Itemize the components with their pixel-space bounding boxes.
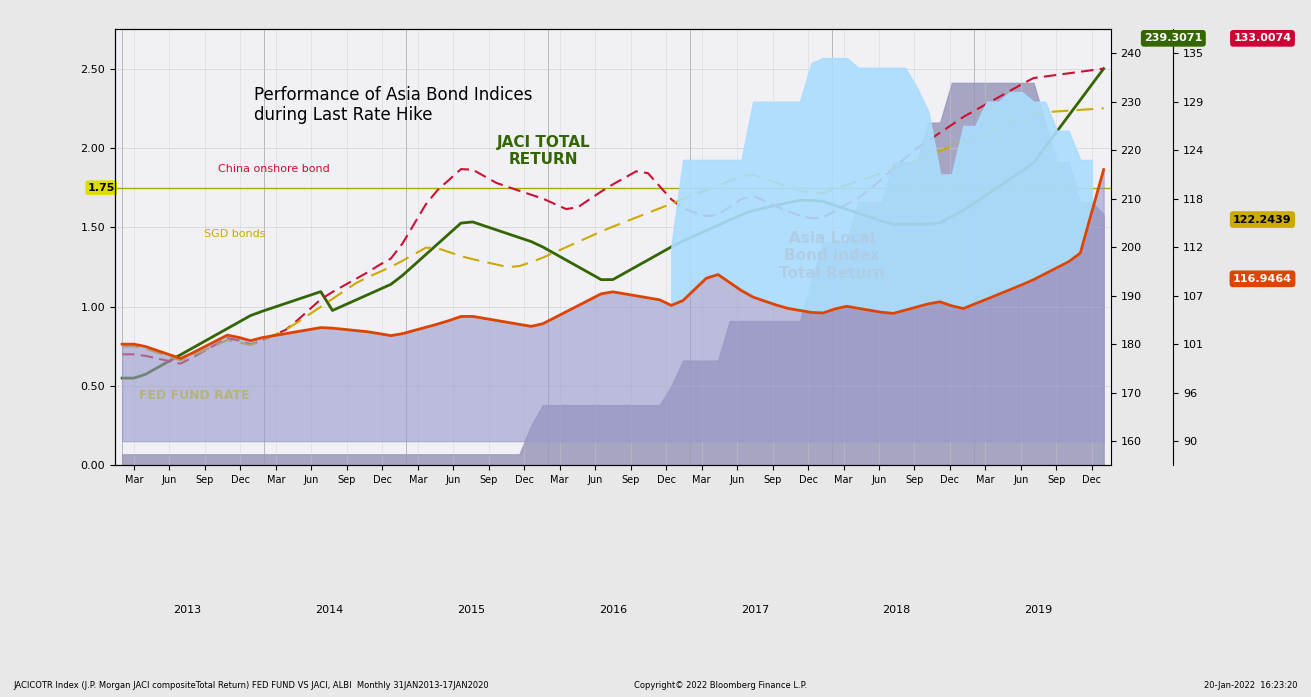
Text: 239.3071: 239.3071 bbox=[1145, 33, 1202, 43]
Text: 20-Jan-2022  16:23:20: 20-Jan-2022 16:23:20 bbox=[1205, 681, 1298, 690]
Text: 2016: 2016 bbox=[599, 605, 627, 615]
Text: 1.75: 1.75 bbox=[88, 183, 115, 192]
Text: Asia Local
Bond index
Total Return: Asia Local Bond index Total Return bbox=[779, 231, 885, 281]
Text: 2017: 2017 bbox=[741, 605, 770, 615]
Text: 122.2439: 122.2439 bbox=[1234, 215, 1291, 224]
Text: SGD bonds: SGD bonds bbox=[203, 229, 265, 239]
Text: Copyright© 2022 Bloomberg Finance L.P.: Copyright© 2022 Bloomberg Finance L.P. bbox=[635, 681, 808, 690]
Text: 116.9464: 116.9464 bbox=[1232, 274, 1293, 284]
Text: 2019: 2019 bbox=[1024, 605, 1053, 615]
Text: 133.0074: 133.0074 bbox=[1234, 33, 1291, 43]
Text: 2018: 2018 bbox=[882, 605, 911, 615]
Text: 2013: 2013 bbox=[173, 605, 202, 615]
Text: JACI TOTAL
RETURN: JACI TOTAL RETURN bbox=[497, 135, 590, 167]
Text: China onshore bond: China onshore bond bbox=[219, 164, 330, 174]
Text: 2015: 2015 bbox=[458, 605, 485, 615]
Text: Performance of Asia Bond Indices
during Last Rate Hike: Performance of Asia Bond Indices during … bbox=[254, 86, 534, 125]
Text: FED FUND RATE: FED FUND RATE bbox=[139, 389, 250, 402]
Text: JACICOTR Index (J.P. Morgan JACI compositeTotal Return) FED FUND VS JACI, ALBI  : JACICOTR Index (J.P. Morgan JACI composi… bbox=[13, 681, 489, 690]
Text: 2014: 2014 bbox=[315, 605, 343, 615]
